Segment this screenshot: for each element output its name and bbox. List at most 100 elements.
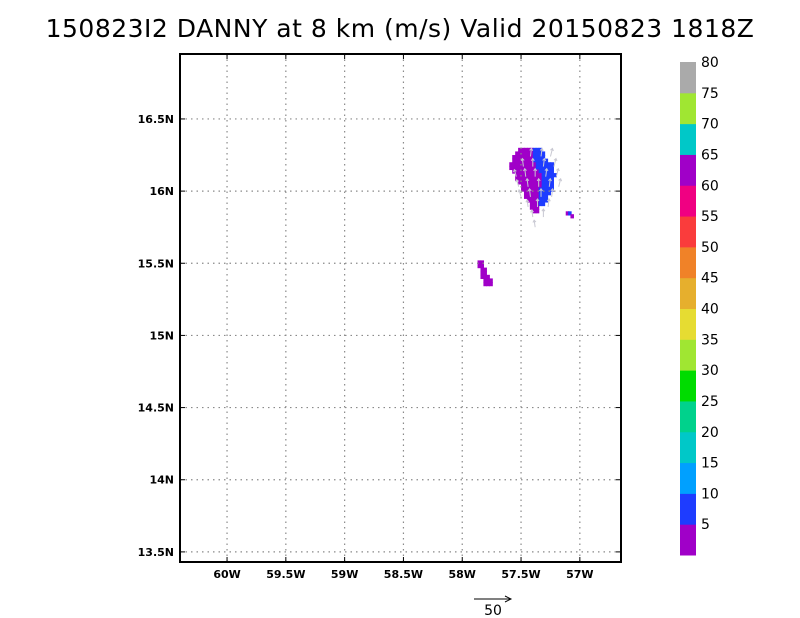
colorbar-swatch [680,62,696,94]
wind-speed-cell [518,165,522,171]
wind-speed-cell [544,187,549,192]
wind-vector-head [527,188,532,192]
wind-speed-cell [538,151,543,156]
wind-vectors-layer [512,147,563,228]
wind-vector-head [536,177,541,182]
colorbar-label: 15 [701,456,719,472]
wind-vector [525,199,530,208]
wind-speed-cell [526,198,531,203]
wind-speed-cell [483,271,487,276]
wind-speed-cell [538,155,543,160]
wind-speed-cell [486,278,490,283]
wind-speed-cell [532,147,537,153]
wind-speed-cell [541,165,546,171]
wind-vector-head [512,168,517,173]
wind-speed-cell [565,211,570,216]
wind-speed-cell [535,151,540,156]
lat-tick-label: 14.5N [138,402,174,415]
wind-speed-cell [529,176,534,181]
wind-speed-layer [477,147,574,287]
wind-vector-head [529,147,534,151]
wind-speed-cell [523,165,528,171]
wind-vector [558,177,563,187]
wind-speed-cell [535,158,540,163]
wind-vector-shaft [529,148,532,157]
wind-speed-cell [544,176,549,181]
wind-speed-cell [483,278,487,283]
wind-speed-cell [541,158,546,163]
colorbar-swatch [680,400,696,433]
wind-vector [542,157,547,167]
wind-speed-cell [547,162,552,167]
wind-vector-shaft [553,158,557,167]
wind-speed-cell [529,187,534,192]
wind-speed-cell [541,194,546,199]
wind-speed-cell [553,173,557,178]
wind-speed-cell [541,151,546,156]
wind-speed-cell [523,147,528,153]
wind-vector-head [535,198,540,202]
colorbar-swatch [680,154,696,186]
wind-speed-cell [518,176,522,181]
wind-vector [548,177,552,187]
wind-speed-cell [529,205,534,210]
wind-speed-cell [526,169,531,174]
wind-speed-cell [538,198,543,203]
wind-speed-cell [550,165,554,171]
wind-vector-shaft [540,148,543,157]
wind-speed-cell [523,176,528,181]
wind-speed-cell [512,158,516,163]
wind-speed-cell [518,169,522,174]
wind-speed-cell [489,282,493,287]
wind-speed-cell [535,165,540,171]
wind-speed-cell [515,169,519,174]
wind-speed-cell [532,151,537,156]
wind-speed-cell [526,194,531,199]
wind-vector-head [539,188,543,192]
wind-speed-cell [521,169,525,174]
wind-speed-cell [480,260,485,265]
wind-vector-shaft [531,210,534,218]
wind-speed-cell [515,165,519,171]
wind-vector [539,147,544,157]
lat-tick-label: 16N [149,185,174,198]
axis-ticks: 60W 59.5W 59W 58.5W 58W 57.5W 57W 13.5N 14N 14.5N… [138,54,621,581]
wind-vector-shaft [558,178,562,187]
wind-speed-cell [526,191,531,196]
wind-speed-cell [526,180,531,185]
wind-speed-cell [550,169,554,174]
wind-speed-cell [483,282,487,287]
wind-speed-cell [529,151,534,156]
reference-vector-label: 50 [484,603,502,618]
wind-speed-cell [480,263,485,269]
colorbar-swatch [680,185,696,217]
wind-vector-head [532,219,537,223]
wind-vector [536,177,541,187]
wind-vector-shaft [542,158,545,167]
colorbar-label: 45 [701,271,719,287]
wind-speed-cell [532,201,537,207]
wind-vector [555,167,560,177]
wind-speed-cell [529,173,534,178]
wind-speed-cell [535,209,540,214]
wind-vector [535,198,540,207]
wind-speed-cell [529,180,534,185]
wind-vector [544,167,549,177]
colorbar-label: 10 [701,486,719,502]
wind-speed-cell [544,158,549,163]
wind-vector-head [550,188,555,192]
colorbar-label: 70 [701,117,719,133]
colorbar: 5 10 15 20 25 30 35 40 45 50 55 60 65 70 75 80 [680,55,719,556]
wind-vector-head [525,199,530,203]
lat-tick-label: 15N [149,329,174,342]
wind-vector-shaft [526,199,529,208]
wind-speed-cell [523,191,528,196]
wind-vector-shaft [521,158,524,167]
wind-speed-cell [512,162,516,167]
lon-tick-label: 59.5W [266,568,305,581]
wind-vector-head [539,147,544,151]
map-frame [179,53,622,563]
wind-speed-cell [486,274,490,280]
wind-vector-head [525,177,530,182]
wind-speed-cell [535,173,540,178]
